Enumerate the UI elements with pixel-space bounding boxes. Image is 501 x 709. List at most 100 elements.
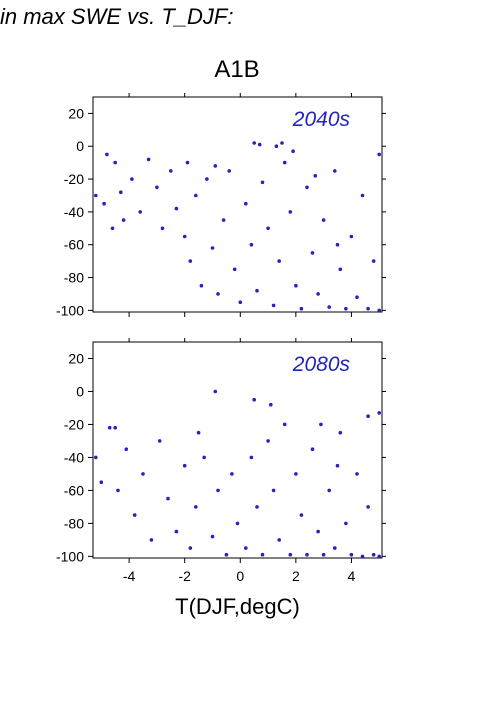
plot-frame xyxy=(92,341,383,559)
scatter-point xyxy=(252,141,256,145)
scatter-point xyxy=(249,455,254,460)
scatter-point xyxy=(113,160,117,165)
scatter-point xyxy=(371,552,376,557)
scatter-point xyxy=(224,552,229,557)
scatter-point xyxy=(230,472,234,476)
scatter-point xyxy=(121,218,126,222)
scatter-point xyxy=(277,538,282,542)
scatter-point xyxy=(182,463,187,468)
y-tick-label: -80 xyxy=(64,515,84,531)
scatter-point xyxy=(105,152,109,157)
scatter-point xyxy=(294,283,298,288)
y-tick-label: 20 xyxy=(68,350,84,366)
x-tick-label: 0 xyxy=(236,568,244,584)
scatter-point xyxy=(166,496,170,501)
scatter-point xyxy=(119,190,123,194)
scatter-point xyxy=(260,180,265,185)
point-layer xyxy=(94,141,382,312)
scatter-point xyxy=(260,552,265,557)
scatter-point xyxy=(146,157,151,162)
scatter-point xyxy=(99,480,104,485)
scatter-point xyxy=(333,169,337,173)
scatter-point xyxy=(288,210,293,214)
scatter-point xyxy=(138,210,142,214)
panel-period-label: 2080s xyxy=(292,353,351,376)
scatter-point xyxy=(321,218,326,222)
y-tick-label: -20 xyxy=(64,171,84,187)
scatter-point xyxy=(282,422,287,427)
scatter-point xyxy=(221,218,226,222)
scatter-point xyxy=(294,472,298,476)
scatter-point xyxy=(110,226,115,231)
scatter-point xyxy=(319,422,323,427)
scatter-point xyxy=(310,447,315,452)
scatter-point xyxy=(360,193,365,198)
x-axis-label: T(DJF,degC) xyxy=(175,594,300,619)
scatter-point xyxy=(338,430,343,435)
scatter-point xyxy=(232,267,237,272)
scatter-point xyxy=(227,169,231,173)
y-tick-label: 20 xyxy=(68,105,84,121)
scatter-point xyxy=(130,177,134,181)
scatter-point xyxy=(157,439,162,443)
scatter-point xyxy=(299,513,304,517)
scatter-point xyxy=(235,521,240,526)
scatter-point xyxy=(113,425,117,430)
scatter-point xyxy=(269,402,273,407)
scatter-point xyxy=(349,552,354,557)
scatter-point xyxy=(94,193,98,198)
figure-heading: in max SWE vs. T_DJF: xyxy=(0,4,234,29)
scatter-point xyxy=(338,267,343,272)
y-tick-label: -60 xyxy=(64,237,84,253)
y-tick-label: 0 xyxy=(76,383,84,399)
scatter-point xyxy=(210,246,215,250)
x-tick-label: 2 xyxy=(292,568,300,584)
x-tick-label: -4 xyxy=(123,568,136,584)
scatter-point xyxy=(316,529,320,534)
scatter-point xyxy=(344,521,348,526)
scatter-point xyxy=(360,554,365,558)
y-tick-label: -80 xyxy=(64,270,84,286)
scatter-point xyxy=(155,185,159,190)
scatter-point xyxy=(194,505,198,509)
scatter-point xyxy=(280,141,284,145)
scatter-point xyxy=(213,164,218,168)
scatter-point xyxy=(196,430,201,435)
scatter-point xyxy=(205,177,209,181)
scatter-point xyxy=(327,488,332,493)
scatter-point xyxy=(160,226,165,231)
scatter-point xyxy=(188,259,193,263)
scatter-point xyxy=(327,305,332,309)
scatter-point xyxy=(185,160,190,165)
scatter-point xyxy=(313,174,318,178)
scatter-point xyxy=(299,306,304,311)
scatter-point xyxy=(266,226,270,231)
scatter-point xyxy=(124,447,129,452)
scatter-point xyxy=(216,488,220,493)
scatter-point xyxy=(305,185,309,190)
scatter-point xyxy=(366,306,370,311)
scatter-point xyxy=(282,160,287,165)
scatter-point xyxy=(366,505,370,509)
scatter-point xyxy=(255,505,259,509)
scatter-point xyxy=(377,152,382,157)
y-tick-label: -100 xyxy=(56,548,84,564)
scatter-point xyxy=(271,488,276,493)
scatter-point xyxy=(244,201,248,206)
scatter-point xyxy=(174,529,179,534)
scatter-point xyxy=(249,242,254,247)
scatter-point xyxy=(310,251,315,255)
scatter-point xyxy=(321,552,326,557)
scatter-point xyxy=(238,300,243,305)
scatter-point xyxy=(102,201,106,206)
point-layer xyxy=(94,389,382,558)
scatter-point xyxy=(335,463,340,468)
scatter-point xyxy=(371,259,376,263)
scatter-point xyxy=(288,552,293,557)
scatter-point xyxy=(210,534,215,539)
panel-period-label: 2040s xyxy=(292,108,351,131)
scatter-point xyxy=(252,397,256,402)
x-tick-label: -2 xyxy=(178,568,191,584)
